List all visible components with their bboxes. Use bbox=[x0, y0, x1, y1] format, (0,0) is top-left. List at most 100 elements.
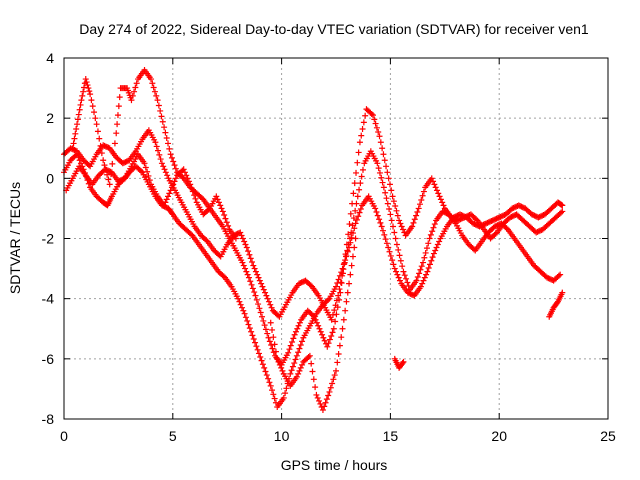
data-point bbox=[383, 195, 390, 202]
data-point bbox=[149, 80, 156, 87]
data-point bbox=[172, 175, 179, 182]
y-tick-label: -2 bbox=[42, 231, 55, 247]
data-point bbox=[255, 350, 262, 357]
data-point bbox=[393, 241, 400, 248]
data-point bbox=[275, 312, 282, 319]
data-point bbox=[385, 244, 392, 251]
data-point bbox=[334, 359, 341, 366]
data-point bbox=[270, 334, 277, 341]
data-point bbox=[430, 250, 437, 257]
series-track-c bbox=[69, 67, 566, 368]
data-point bbox=[388, 187, 395, 194]
data-point bbox=[297, 341, 304, 348]
data-point bbox=[166, 190, 173, 197]
data-point bbox=[241, 238, 248, 245]
data-point bbox=[331, 307, 338, 314]
data-point bbox=[287, 370, 294, 377]
data-point bbox=[528, 211, 535, 218]
data-point bbox=[377, 139, 384, 146]
data-point bbox=[260, 286, 267, 293]
data-point bbox=[380, 151, 387, 158]
data-point bbox=[534, 228, 541, 235]
data-point bbox=[240, 307, 247, 314]
data-point bbox=[334, 304, 341, 311]
data-point bbox=[449, 215, 456, 222]
data-point bbox=[91, 109, 98, 116]
data-point bbox=[381, 157, 388, 164]
data-point bbox=[252, 268, 259, 275]
data-point bbox=[287, 342, 294, 349]
data-point bbox=[461, 214, 468, 221]
data-point bbox=[389, 193, 396, 200]
data-point bbox=[373, 124, 380, 131]
data-point bbox=[436, 238, 443, 245]
data-point bbox=[259, 283, 266, 290]
data-point bbox=[518, 203, 525, 210]
data-point bbox=[418, 263, 425, 270]
data-point bbox=[317, 328, 324, 335]
data-point bbox=[368, 110, 375, 117]
data-point bbox=[181, 169, 188, 176]
data-point bbox=[391, 265, 398, 272]
data-point bbox=[346, 280, 353, 287]
data-point bbox=[75, 111, 82, 118]
data-point bbox=[509, 205, 516, 212]
data-point bbox=[491, 223, 498, 230]
data-point bbox=[158, 160, 165, 167]
data-point bbox=[291, 360, 298, 367]
data-point bbox=[264, 330, 271, 337]
data-point bbox=[154, 97, 161, 104]
data-point bbox=[436, 193, 443, 200]
data-point bbox=[376, 216, 383, 223]
data-point bbox=[294, 325, 301, 332]
data-point bbox=[318, 403, 325, 410]
data-point bbox=[396, 252, 403, 259]
data-point bbox=[329, 311, 336, 318]
data-point bbox=[390, 223, 397, 230]
data-point bbox=[296, 319, 303, 326]
data-point bbox=[395, 246, 402, 253]
data-point bbox=[242, 314, 249, 321]
data-point bbox=[414, 209, 421, 216]
data-point bbox=[305, 354, 312, 361]
data-point bbox=[348, 262, 355, 269]
data-point bbox=[272, 348, 279, 355]
data-point bbox=[251, 265, 258, 272]
data-point bbox=[487, 218, 494, 225]
data-point bbox=[153, 143, 160, 150]
data-point bbox=[241, 310, 248, 317]
x-tick-label: 25 bbox=[600, 428, 616, 444]
data-point bbox=[351, 244, 358, 251]
data-point bbox=[431, 181, 438, 188]
data-point bbox=[372, 205, 379, 212]
data-point bbox=[472, 221, 479, 228]
data-point bbox=[557, 271, 564, 278]
data-point bbox=[492, 230, 499, 237]
data-point bbox=[428, 175, 435, 182]
data-point bbox=[213, 193, 220, 200]
data-point bbox=[333, 283, 339, 290]
data-point bbox=[116, 177, 123, 184]
data-point bbox=[102, 143, 109, 150]
data-point bbox=[162, 199, 169, 206]
data-point bbox=[559, 202, 566, 209]
data-point bbox=[188, 184, 195, 191]
data-point bbox=[259, 361, 266, 368]
data-point bbox=[333, 367, 339, 374]
data-point bbox=[322, 340, 329, 347]
data-point bbox=[339, 325, 346, 332]
data-point bbox=[492, 216, 499, 223]
data-point bbox=[217, 202, 224, 209]
data-point bbox=[319, 331, 326, 338]
data-point bbox=[398, 223, 405, 230]
data-point bbox=[401, 229, 408, 236]
data-point bbox=[274, 355, 281, 362]
data-point bbox=[92, 115, 99, 122]
data-point bbox=[96, 135, 103, 142]
data-point bbox=[249, 258, 256, 265]
data-point bbox=[236, 298, 243, 305]
data-point bbox=[357, 206, 364, 213]
data-point bbox=[86, 88, 93, 95]
data-point bbox=[362, 112, 369, 119]
data-point bbox=[102, 166, 109, 173]
